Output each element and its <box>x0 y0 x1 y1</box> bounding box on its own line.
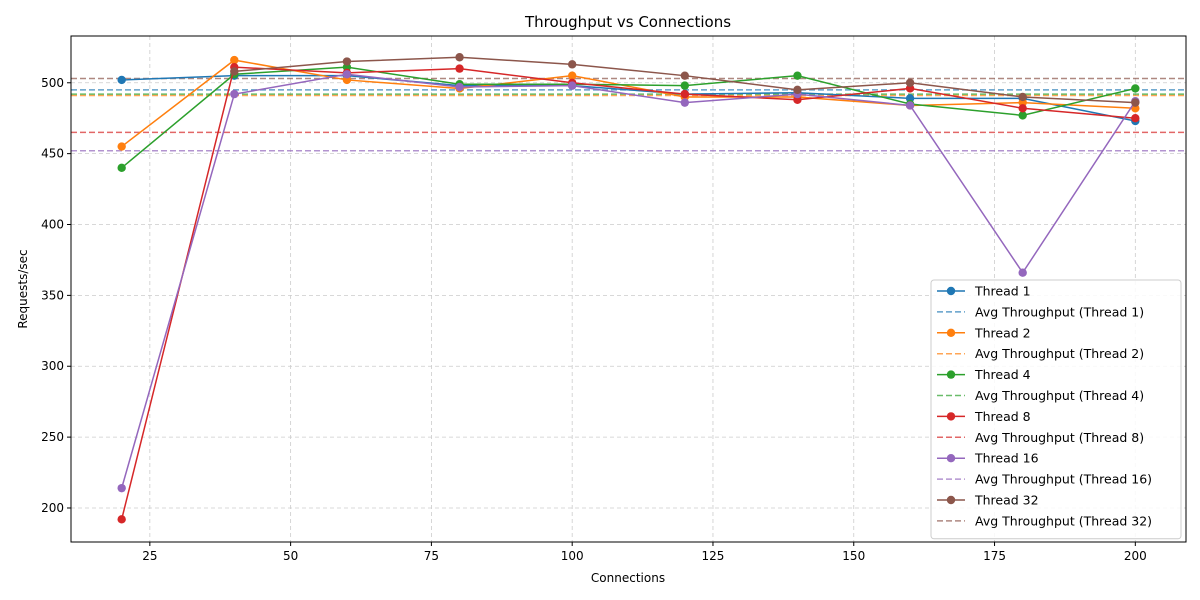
y-tick-label: 300 <box>41 359 64 373</box>
x-tick-label: 200 <box>1124 549 1147 563</box>
y-tick-label: 450 <box>41 147 64 161</box>
data-point-thread-32 <box>1131 98 1140 107</box>
legend-label-avg-thread-8: Avg Throughput (Thread 8) <box>975 430 1144 445</box>
legend-marker-thread-16 <box>946 454 956 463</box>
legend-label-avg-thread-2: Avg Throughput (Thread 2) <box>975 346 1144 361</box>
legend-marker-thread-4 <box>946 370 956 379</box>
data-point-thread-1 <box>117 75 126 85</box>
data-point-thread-8 <box>1131 114 1140 123</box>
x-axis-title: Connections <box>591 571 665 585</box>
legend-marker-thread-8 <box>946 412 956 421</box>
legend-label-thread-32: Thread 32 <box>974 493 1039 508</box>
legend-label-thread-1: Thread 1 <box>974 284 1031 299</box>
legend-label-thread-2: Thread 2 <box>974 325 1031 340</box>
y-tick-label: 400 <box>41 218 64 232</box>
data-point-thread-4 <box>793 71 802 80</box>
data-point-thread-32 <box>342 57 352 66</box>
data-point-thread-32 <box>905 78 915 87</box>
x-tick-label: 50 <box>283 549 298 563</box>
x-tick-label: 125 <box>702 549 725 563</box>
data-point-thread-16 <box>1018 268 1027 277</box>
data-point-thread-32 <box>455 53 464 62</box>
data-point-thread-32 <box>230 67 239 76</box>
data-point-thread-32 <box>680 71 690 80</box>
data-point-thread-8 <box>117 515 126 524</box>
legend: Thread 1 Avg Throughput (Thread 1) Thread … <box>930 279 1182 540</box>
data-point-thread-32 <box>1018 92 1027 102</box>
legend-label-avg-thread-4: Avg Throughput (Thread 4) <box>975 388 1144 403</box>
data-point-thread-4 <box>117 163 126 173</box>
series-line-thread-8 <box>120 66 1136 520</box>
y-tick-label: 500 <box>41 76 64 90</box>
y-axis-title: Requests/sec <box>16 249 30 328</box>
axes: 25 50 75 100 125 150 175 200 200 250 300 350 400 450 5… <box>41 76 1147 563</box>
chart-title: Throughput vs Connections <box>524 13 731 31</box>
data-point-thread-4 <box>1131 84 1140 93</box>
data-point-thread-8 <box>1018 104 1027 113</box>
data-point-thread-16 <box>905 101 915 110</box>
legend-label-thread-8: Thread 8 <box>974 409 1031 424</box>
data-point-thread-16 <box>230 89 239 99</box>
x-tick-label: 25 <box>142 549 157 563</box>
plot-frame <box>70 35 1187 543</box>
x-tick-label: 75 <box>424 549 439 563</box>
grid <box>71 36 1186 542</box>
legend-label-thread-4: Thread 4 <box>974 367 1031 382</box>
data-point-thread-4 <box>1018 111 1027 120</box>
legend-box <box>930 279 1182 540</box>
legend-label-avg-thread-1: Avg Throughput (Thread 1) <box>975 304 1144 319</box>
legend-label-avg-thread-32: Avg Throughput (Thread 32) <box>975 513 1152 528</box>
data-point-thread-8 <box>680 89 690 99</box>
data-point-thread-4 <box>680 81 690 90</box>
series-line-thread-2 <box>121 59 1136 148</box>
series-lines <box>117 53 1140 524</box>
y-tick-label: 250 <box>41 430 64 444</box>
series-line-thread-16 <box>120 73 1136 489</box>
data-point-thread-16 <box>455 82 464 92</box>
data-point-thread-32 <box>793 85 802 95</box>
legend-marker-thread-32 <box>946 495 956 505</box>
data-point-thread-32 <box>567 60 577 69</box>
y-tick-label: 350 <box>41 288 64 302</box>
x-tick-label: 150 <box>842 549 865 563</box>
legend-label-avg-thread-16: Avg Throughput (Thread 16) <box>975 472 1152 487</box>
data-point-thread-16 <box>342 70 352 79</box>
legend-marker-thread-2 <box>946 328 956 337</box>
data-point-thread-16 <box>117 483 126 493</box>
series-line-thread-4 <box>121 66 1136 169</box>
data-point-thread-8 <box>455 64 464 73</box>
data-point-thread-2 <box>230 55 239 65</box>
data-point-thread-2 <box>567 71 577 80</box>
data-point-thread-2 <box>117 142 126 151</box>
data-point-thread-16 <box>567 81 577 90</box>
x-tick-label: 100 <box>561 549 584 563</box>
y-tick-label: 200 <box>41 501 64 515</box>
legend-marker-thread-1 <box>946 286 956 296</box>
data-point-thread-16 <box>680 98 690 107</box>
legend-label-thread-16: Thread 16 <box>974 451 1039 466</box>
x-tick-label: 175 <box>983 549 1006 563</box>
